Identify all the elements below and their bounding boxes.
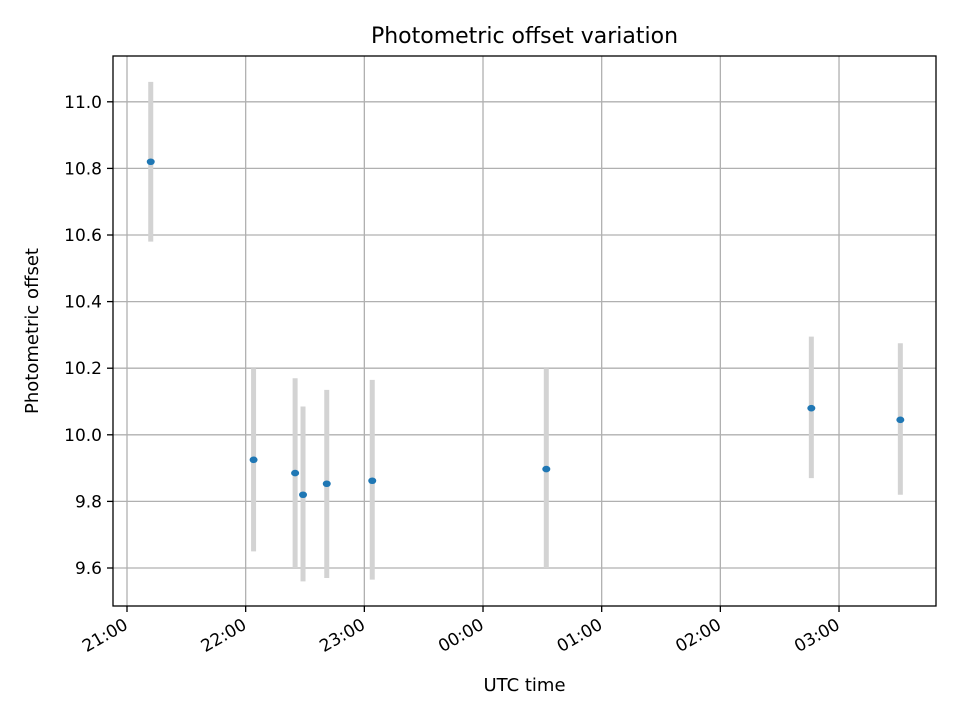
y-tick-label: 9.8 [75, 492, 102, 512]
y-tick-label: 9.6 [75, 559, 102, 579]
plot-frame [112, 55, 937, 607]
y-tick-label: 10.6 [64, 226, 102, 246]
data-point [542, 465, 551, 473]
data-point [291, 469, 300, 477]
point-layer [146, 158, 905, 499]
data-point [322, 480, 331, 488]
data-point [896, 416, 905, 424]
x-axis-label: UTC time [483, 675, 565, 696]
data-point [368, 477, 377, 485]
data-point [146, 158, 155, 166]
grid-layer [113, 56, 936, 606]
data-point [249, 456, 258, 464]
data-point [299, 491, 308, 499]
y-tick-label: 10.4 [64, 293, 102, 313]
y-tick-label: 11.0 [64, 93, 102, 113]
chart-title: Photometric offset variation [371, 24, 678, 49]
y-tick-label: 10.8 [64, 159, 102, 179]
y-tick-label: 10.0 [64, 426, 102, 446]
y-axis-label: Photometric offset [22, 248, 43, 414]
data-point [807, 404, 816, 412]
y-tick-label: 10.2 [64, 359, 102, 379]
